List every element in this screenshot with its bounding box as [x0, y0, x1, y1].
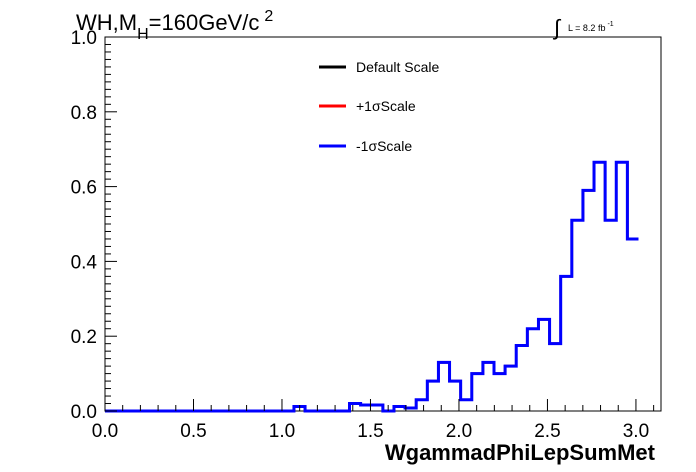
x-tick-marks — [104, 399, 655, 411]
chart-title: WH,MH=160GeV/c 2 — [76, 8, 273, 43]
series-default-scale — [105, 161, 639, 413]
legend-label-default: Default Scale — [356, 59, 439, 75]
y-tick-label: 0.0 — [71, 402, 97, 423]
legend-label-plus1sigma: +1σScale — [356, 98, 416, 114]
series-plus1sigma-scale — [105, 161, 639, 413]
series-layer — [105, 160, 639, 413]
x-axis-label: WgammadPhiLepSumMet — [385, 440, 656, 465]
y-tick-label: 0.4 — [71, 252, 98, 273]
y-tick-marks — [105, 36, 117, 412]
title-main: WH,M — [76, 10, 137, 35]
legend: Default Scale +1σScale -1σScale — [319, 59, 439, 154]
plot-frame — [104, 36, 662, 412]
y-tick-label: 0.6 — [71, 178, 97, 199]
legend-label-minus1sigma: -1σScale — [356, 138, 412, 154]
x-tick-label: 2.0 — [446, 421, 472, 442]
x-tick-label: 3.0 — [623, 421, 649, 442]
y-tick-labels: 0.0 0.2 0.4 0.6 0.8 1.0 — [71, 28, 98, 423]
lumi-text: L = 8.2 fb — [568, 23, 605, 33]
title-subscript: H — [137, 26, 149, 43]
x-tick-labels: 0.0 0.5 1.0 1.5 2.0 2.5 3.0 — [92, 421, 649, 442]
title-superscript: 2 — [264, 8, 273, 25]
y-tick-label: 0.2 — [71, 327, 97, 348]
y-tick-label: 1.0 — [71, 28, 97, 49]
lumi-label: L = 8.2 fb -1 — [568, 21, 614, 33]
series-minus1sigma-scale — [105, 160, 639, 413]
title-rest: =160GeV/c — [149, 10, 260, 35]
lumi-integral-symbol: ∫ — [552, 15, 562, 40]
x-tick-label: 0.5 — [180, 421, 206, 442]
x-tick-label: 2.5 — [534, 421, 560, 442]
lumi-superscript: -1 — [607, 21, 613, 28]
x-tick-label: 1.0 — [269, 421, 295, 442]
y-tick-label: 0.8 — [71, 103, 97, 124]
x-tick-label: 0.0 — [92, 421, 118, 442]
x-tick-label: 1.5 — [357, 421, 383, 442]
